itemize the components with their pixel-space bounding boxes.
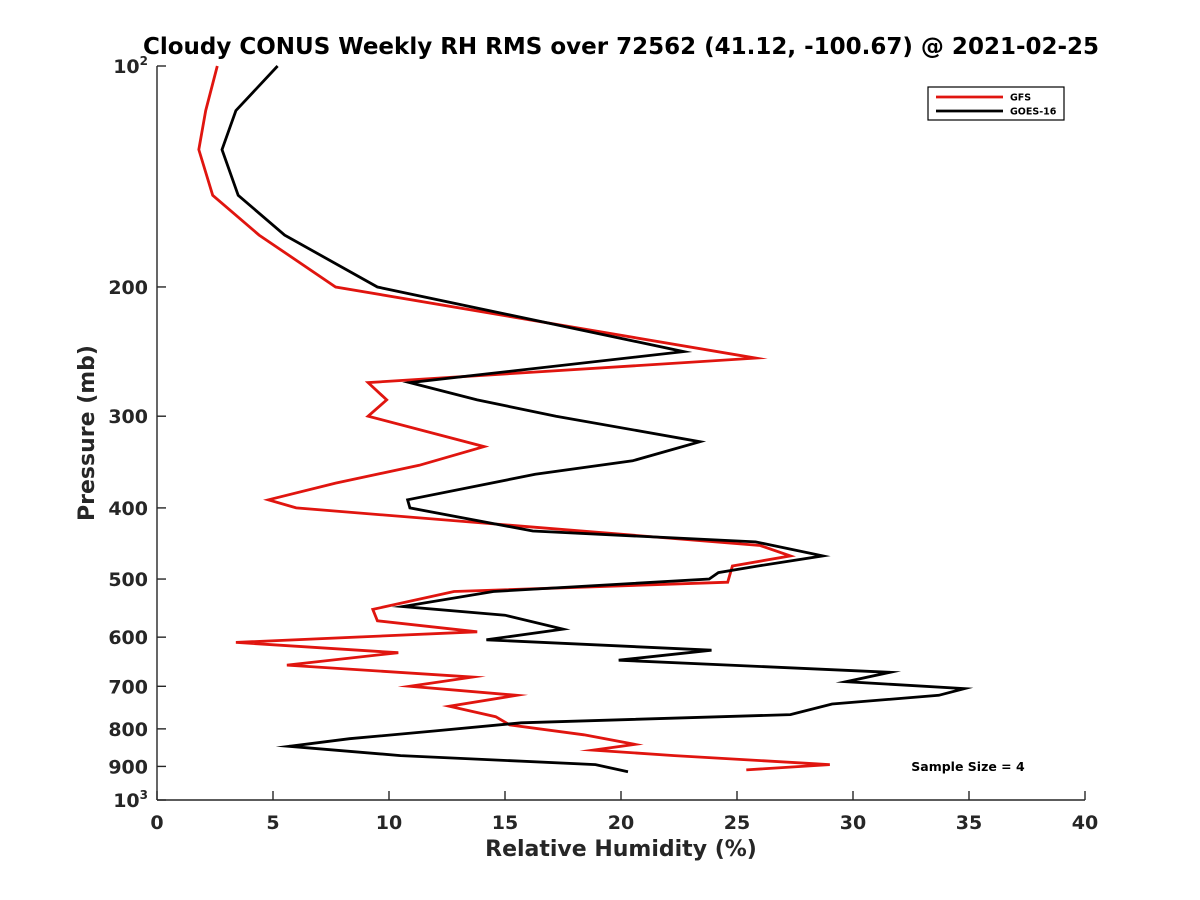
sample-size-annotation: Sample Size = 4 xyxy=(911,759,1025,774)
series-line-goes-16 xyxy=(220,65,974,774)
x-tick-label: 30 xyxy=(840,812,866,834)
x-axis-label: Relative Humidity (%) xyxy=(485,837,757,862)
y-tick-label: 200 xyxy=(108,277,148,299)
x-tick-label: 25 xyxy=(724,812,750,834)
legend-label: GFS xyxy=(1010,93,1031,104)
legend-box xyxy=(927,86,1065,121)
x-tick-label: 5 xyxy=(266,812,279,834)
x-tick-label: 40 xyxy=(1072,812,1098,834)
x-tick-label: 35 xyxy=(956,812,982,834)
x-tick-label: 0 xyxy=(150,812,163,834)
x-tick-label: 10 xyxy=(376,812,402,834)
x-tick-label: 15 xyxy=(492,812,518,834)
y-tick-label: 700 xyxy=(108,676,148,698)
y-tick-label: 900 xyxy=(108,756,148,778)
legend-label: GOES-16 xyxy=(1010,107,1057,118)
y-tick-label: 400 xyxy=(108,498,148,520)
y-tick-label: 102 xyxy=(113,54,148,78)
y-tick-label: 500 xyxy=(108,569,148,591)
y-tick-label: 800 xyxy=(108,719,148,741)
y-tick-label: 103 xyxy=(113,788,148,812)
chart-title: Cloudy CONUS Weekly RH RMS over 72562 (4… xyxy=(143,34,1099,60)
legend: GFS GOES-16 xyxy=(927,86,1065,121)
x-tick-label: 20 xyxy=(608,812,634,834)
y-axis-label: Pressure (mb) xyxy=(75,345,100,521)
plot-area: 0 5 10 15 20 25 30 35 40 102 200 300 400 500 600 700 800… xyxy=(108,54,1098,834)
y-tick-label: 600 xyxy=(108,627,148,649)
y-tick-label: 300 xyxy=(108,406,148,428)
